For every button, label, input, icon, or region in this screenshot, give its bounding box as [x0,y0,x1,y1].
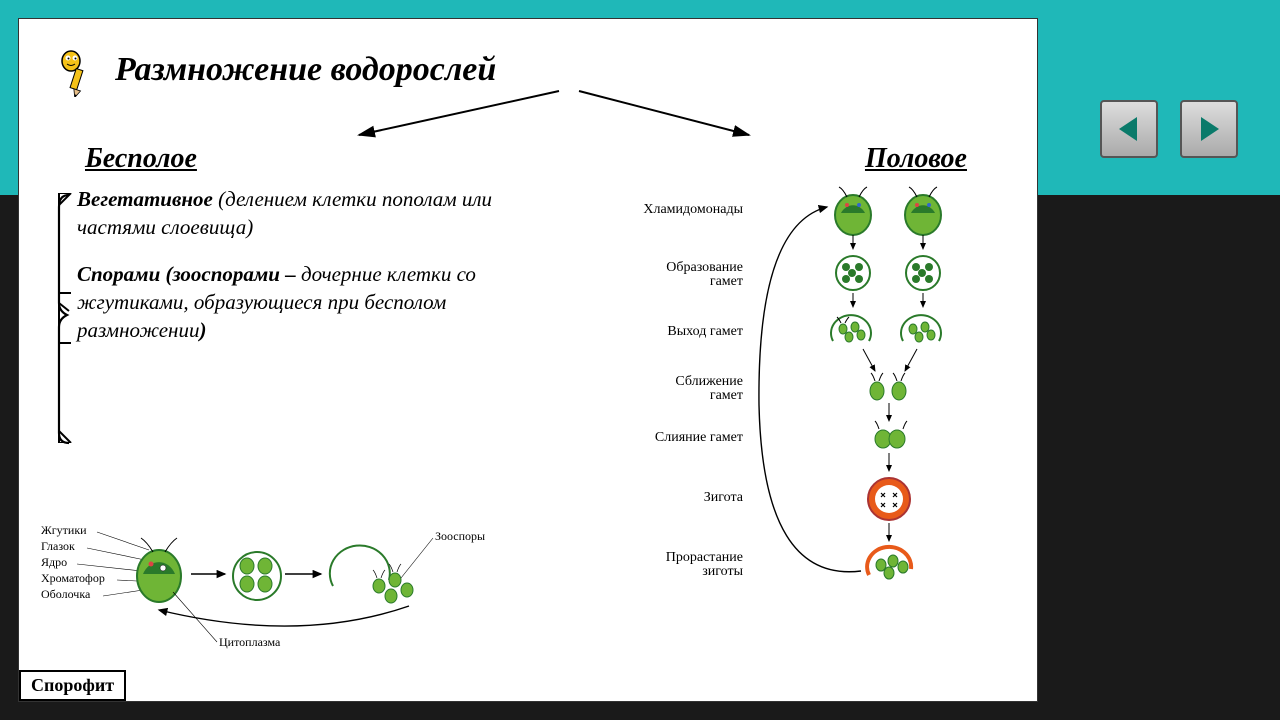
svg-text:Оболочка: Оболочка [41,587,91,601]
svg-text:Зигота: Зигота [704,490,744,505]
asexual-cycle-diagram: Жгутики Глазок Ядро Хроматофор Оболочка [39,520,599,655]
svg-text:Прорастаниезиготы: Прорастаниезиготы [666,550,744,579]
next-button[interactable] [1180,100,1238,158]
pencil-icon [49,43,103,97]
svg-text:Ядро: Ядро [41,555,67,569]
spores-text: Спорами (зооспорами – дочерние клетки со… [77,260,503,345]
svg-text:Сближениегамет: Сближениегамет [676,374,744,403]
svg-text:Слияние гамет: Слияние гамет [655,430,743,445]
svg-text:Глазок: Глазок [41,539,75,553]
svg-text:Хламидомонады: Хламидомонады [644,202,744,217]
sporophyte-label: Спорофит [19,670,126,701]
page-title: Размножение водорослей [115,51,496,89]
svg-text:Выход гамет: Выход гамет [668,324,744,339]
svg-text:Хроматофор: Хроматофор [41,571,105,585]
branch-arrows [49,93,1007,149]
vegetative-text: Вегетативное (делением клетки пополам ил… [77,185,503,242]
svg-text:Зооспоры: Зооспоры [435,529,485,543]
svg-text:Жгутики: Жгутики [41,523,87,537]
slide: Размножение водорослей Бесполое Половое … [18,18,1038,702]
prev-button[interactable] [1100,100,1158,158]
svg-text:Образованиегамет: Образованиегамет [667,260,744,289]
svg-text:Цитоплазма: Цитоплазма [219,635,281,649]
